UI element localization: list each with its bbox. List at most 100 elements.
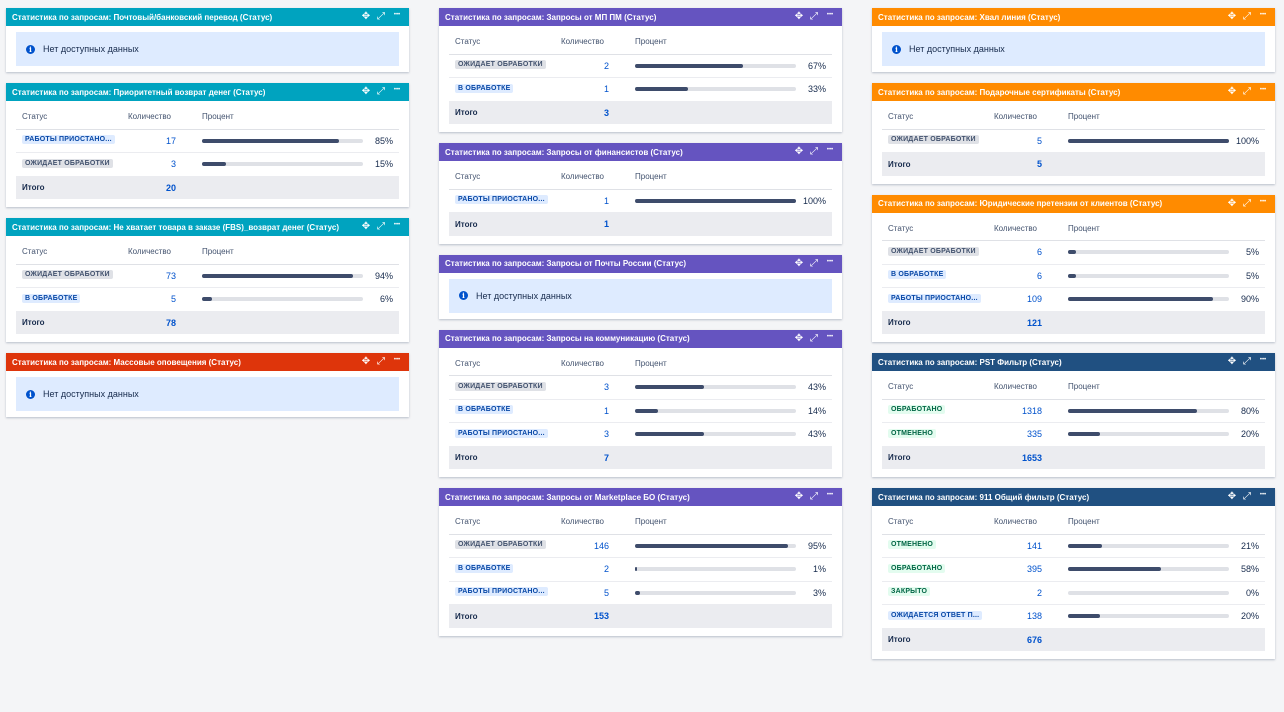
column-header-count[interactable]: Количество xyxy=(126,105,190,130)
expand-icon[interactable]: ⤢ xyxy=(810,146,818,157)
status-lozenge[interactable]: ОЖИДАЕТ ОБРАБОТКИ xyxy=(888,246,979,256)
status-lozenge[interactable]: РАБОТЫ ПРИОСТАНО... xyxy=(888,293,981,303)
expand-icon[interactable]: ⤢ xyxy=(1243,356,1251,367)
column-header-count[interactable]: Количество xyxy=(992,216,1056,241)
column-header-percent[interactable]: Процент xyxy=(190,105,399,130)
column-header-percent[interactable]: Процент xyxy=(1056,105,1265,130)
expand-icon[interactable]: ⤢ xyxy=(810,332,818,344)
status-lozenge[interactable]: ОТМЕНЕНО xyxy=(888,428,937,438)
expand-icon[interactable]: ⤢ xyxy=(377,86,385,97)
total-count-link[interactable]: 153 xyxy=(559,604,623,628)
count-link[interactable]: 141 xyxy=(992,534,1056,558)
total-count-link[interactable]: 3 xyxy=(559,101,623,124)
move-icon[interactable]: ✥ xyxy=(794,491,804,502)
total-count-link[interactable]: 7 xyxy=(559,446,623,469)
count-link[interactable]: 1 xyxy=(559,399,623,423)
move-icon[interactable]: ✥ xyxy=(1227,197,1237,209)
column-header-status[interactable]: Статус xyxy=(16,105,126,130)
move-icon[interactable]: ✥ xyxy=(794,146,804,157)
move-icon[interactable]: ✥ xyxy=(1227,86,1237,97)
status-lozenge[interactable]: ОЖИДАЕТ ОБРАБОТКИ xyxy=(888,135,979,145)
expand-icon[interactable]: ⤢ xyxy=(810,257,818,269)
status-lozenge[interactable]: ОЖИДАЕТ ОБРАБОТКИ xyxy=(455,60,546,70)
more-icon[interactable]: ••• xyxy=(393,357,401,363)
more-icon[interactable]: ••• xyxy=(1259,198,1267,205)
move-icon[interactable]: ✥ xyxy=(361,221,371,232)
total-count-link[interactable]: 1653 xyxy=(992,446,1056,469)
total-count-link[interactable]: 121 xyxy=(992,311,1056,334)
status-lozenge[interactable]: В ОБРАБОТКЕ xyxy=(22,293,81,303)
count-link[interactable]: 395 xyxy=(992,557,1056,582)
expand-icon[interactable]: ⤢ xyxy=(1243,11,1251,22)
column-header-percent[interactable]: Процент xyxy=(190,240,399,265)
column-header-percent[interactable]: Процент xyxy=(623,351,832,376)
column-header-count[interactable]: Количество xyxy=(992,375,1056,400)
column-header-percent[interactable]: Процент xyxy=(1056,216,1265,241)
column-header-percent[interactable]: Процент xyxy=(623,510,832,535)
status-lozenge[interactable]: ОЖИДАЕТ ОБРАБОТКИ xyxy=(455,381,546,391)
expand-icon[interactable]: ⤢ xyxy=(377,221,385,232)
status-lozenge[interactable]: ОЖИДАЕТ ОБРАБОТКИ xyxy=(455,540,546,550)
total-count-link[interactable]: 1 xyxy=(559,212,623,236)
count-link[interactable]: 1 xyxy=(559,189,623,213)
column-header-status[interactable]: Статус xyxy=(882,375,992,400)
more-icon[interactable]: ••• xyxy=(393,222,401,228)
gadget-header[interactable]: Статистика по запросам: Почтовый/банковс… xyxy=(6,8,409,26)
status-lozenge[interactable]: ОЖИДАЕТ ОБРАБОТКИ xyxy=(22,158,113,168)
gadget-header[interactable]: Статистика по запросам: Приоритетный воз… xyxy=(6,83,409,101)
gadget-header[interactable]: Статистика по запросам: Запросы от финан… xyxy=(439,143,842,161)
more-icon[interactable]: ••• xyxy=(826,12,834,18)
status-lozenge[interactable]: РАБОТЫ ПРИОСТАНО... xyxy=(455,195,548,205)
more-icon[interactable]: ••• xyxy=(826,258,834,265)
count-link[interactable]: 3 xyxy=(559,422,623,447)
more-icon[interactable]: ••• xyxy=(826,147,834,153)
total-count-link[interactable]: 676 xyxy=(992,628,1056,651)
more-icon[interactable]: ••• xyxy=(1259,87,1267,93)
more-icon[interactable]: ••• xyxy=(1259,492,1267,498)
status-lozenge[interactable]: РАБОТЫ ПРИОСТАНО... xyxy=(455,587,548,597)
expand-icon[interactable]: ⤢ xyxy=(1243,86,1251,97)
gadget-header[interactable]: Статистика по запросам: Запросы от Почты… xyxy=(439,254,842,273)
column-header-count[interactable]: Количество xyxy=(992,105,1056,130)
expand-icon[interactable]: ⤢ xyxy=(1243,491,1251,502)
column-header-count[interactable]: Количество xyxy=(126,240,190,265)
count-link[interactable]: 146 xyxy=(559,534,623,558)
move-icon[interactable]: ✥ xyxy=(1227,356,1237,367)
column-header-status[interactable]: Статус xyxy=(449,510,559,535)
column-header-status[interactable]: Статус xyxy=(449,30,559,55)
move-icon[interactable]: ✥ xyxy=(361,11,371,22)
count-link[interactable]: 17 xyxy=(126,129,190,153)
gadget-header[interactable]: Статистика по запросам: PST Фильтр (Стат… xyxy=(872,353,1275,371)
count-link[interactable]: 2 xyxy=(559,54,623,78)
status-lozenge[interactable]: В ОБРАБОТКЕ xyxy=(888,270,947,280)
expand-icon[interactable]: ⤢ xyxy=(377,11,385,22)
move-icon[interactable]: ✥ xyxy=(794,11,804,22)
gadget-header[interactable]: Статистика по запросам: Запросы на комму… xyxy=(439,329,842,348)
move-icon[interactable]: ✥ xyxy=(361,86,371,97)
column-header-status[interactable]: Статус xyxy=(882,105,992,130)
gadget-header[interactable]: Статистика по запросам: Не хватает товар… xyxy=(6,218,409,236)
gadget-header[interactable]: Статистика по запросам: Хвал линия (Стат… xyxy=(872,8,1275,26)
status-lozenge[interactable]: РАБОТЫ ПРИОСТАНО... xyxy=(22,135,115,145)
status-lozenge[interactable]: ОБРАБОТАНО xyxy=(888,563,946,573)
expand-icon[interactable]: ⤢ xyxy=(810,491,818,502)
count-link[interactable]: 109 xyxy=(992,287,1056,312)
gadget-header[interactable]: Статистика по запросам: Подарочные серти… xyxy=(872,83,1275,101)
status-lozenge[interactable]: ЗАКРЫТО xyxy=(888,587,931,597)
column-header-count[interactable]: Количество xyxy=(992,510,1056,535)
more-icon[interactable]: ••• xyxy=(826,333,834,340)
gadget-header[interactable]: Статистика по запросам: Запросы от МП ПМ… xyxy=(439,8,842,26)
total-count-link[interactable]: 78 xyxy=(126,311,190,334)
gadget-header[interactable]: Статистика по запросам: Массовые оповеще… xyxy=(6,353,409,371)
more-icon[interactable]: ••• xyxy=(826,492,834,498)
count-link[interactable]: 335 xyxy=(992,422,1056,447)
total-count-link[interactable]: 5 xyxy=(992,152,1056,176)
gadget-header[interactable]: Статистика по запросам: Запросы от Marke… xyxy=(439,488,842,506)
more-icon[interactable]: ••• xyxy=(393,12,401,18)
count-link[interactable]: 3 xyxy=(559,375,623,400)
column-header-count[interactable]: Количество xyxy=(559,351,623,376)
count-link[interactable]: 6 xyxy=(992,240,1056,265)
column-header-status[interactable]: Статус xyxy=(449,165,559,190)
column-header-count[interactable]: Количество xyxy=(559,30,623,55)
expand-icon[interactable]: ⤢ xyxy=(1243,197,1251,209)
